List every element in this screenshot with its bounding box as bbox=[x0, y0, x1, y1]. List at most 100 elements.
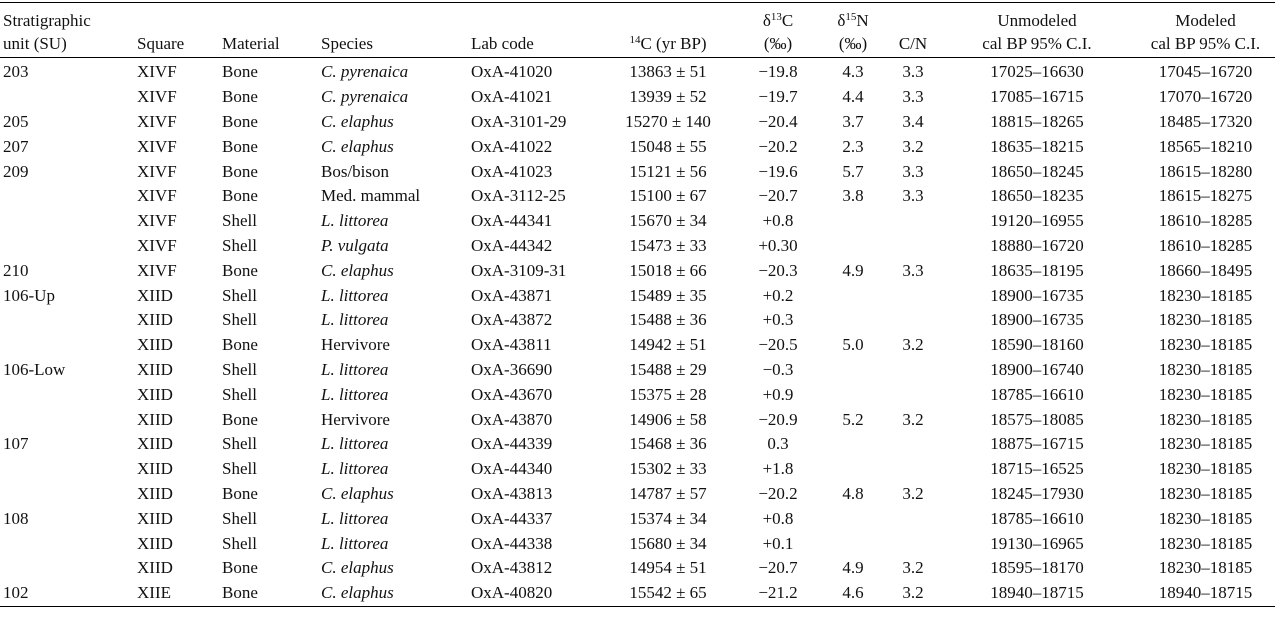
table-cell: Bone bbox=[222, 483, 258, 503]
column-header: Unmodeled cal BP 95% C.I. bbox=[938, 3, 1136, 58]
table-cell: OxA-43812 bbox=[471, 558, 553, 578]
table-cell: OxA-40820 bbox=[471, 583, 553, 603]
table-cell bbox=[818, 308, 888, 333]
table-cell: 5.7 bbox=[842, 161, 864, 181]
table-cell bbox=[0, 482, 134, 507]
table-cell: OxA-43872 bbox=[471, 310, 553, 330]
column-header: Lab code bbox=[468, 3, 598, 58]
table-cell: −20.5 bbox=[758, 335, 798, 355]
table-cell bbox=[0, 382, 134, 407]
table-cell: Bone bbox=[222, 409, 258, 429]
table-cell bbox=[818, 234, 888, 259]
table-row: XIID Bone C. elaphus OxA-43813 14787 ± 57 −20… bbox=[0, 482, 1275, 507]
table-cell: 14787 ± 57 bbox=[629, 483, 707, 503]
table-cell: 15302 ± 33 bbox=[629, 459, 707, 479]
table-cell bbox=[0, 85, 134, 110]
table-cell: +0.9 bbox=[762, 384, 794, 404]
table-cell: Bone bbox=[222, 136, 258, 156]
table-cell: 18815–18265 bbox=[990, 111, 1084, 131]
table-cell: OxA-41022 bbox=[471, 136, 553, 156]
table-cell: 18230–18185 bbox=[1158, 384, 1253, 404]
table-cell: Bone bbox=[222, 335, 258, 355]
table-cell: XIID bbox=[137, 335, 173, 355]
table-cell: 203 bbox=[3, 62, 29, 82]
table-cell: 209 bbox=[3, 161, 29, 181]
table-cell: 18230–18185 bbox=[1158, 558, 1253, 578]
table-cell: 18940–18715 bbox=[1158, 583, 1253, 603]
table-cell bbox=[888, 209, 938, 234]
table-cell: OxA-41021 bbox=[471, 87, 553, 107]
table-cell: 18230–18185 bbox=[1158, 483, 1253, 503]
table-cell: 14906 ± 58 bbox=[629, 409, 707, 429]
table-cell: OxA-3109-31 bbox=[471, 260, 567, 280]
table-cell: XIID bbox=[137, 409, 173, 429]
table-cell: 18940–18715 bbox=[990, 583, 1084, 603]
table-cell: C. pyrenaica bbox=[321, 87, 409, 107]
header-text: (‰) bbox=[838, 34, 868, 53]
table-cell: L. littorea bbox=[321, 533, 389, 553]
table-cell: OxA-36690 bbox=[471, 359, 553, 379]
table-row: 107 XIID Shell L. littorea OxA-44339 15468 ± … bbox=[0, 432, 1275, 457]
table-cell: −20.4 bbox=[758, 111, 798, 131]
table-cell: 18230–18185 bbox=[1158, 409, 1253, 429]
table-cell: 210 bbox=[3, 260, 29, 280]
table-cell: 15473 ± 33 bbox=[629, 235, 707, 255]
header-text: Stratigraphic bbox=[3, 11, 91, 30]
table-cell: 18635–18195 bbox=[990, 260, 1084, 280]
table-cell: OxA-41020 bbox=[471, 62, 553, 82]
table-cell: 107 bbox=[3, 434, 29, 454]
table-cell: XIID bbox=[137, 359, 173, 379]
table-cell: 18785–16610 bbox=[990, 508, 1084, 528]
table-cell: 3.3 bbox=[902, 260, 924, 280]
table-cell: OxA-43811 bbox=[471, 335, 552, 355]
table-cell: 18900–16735 bbox=[990, 285, 1084, 305]
table-cell: 2.3 bbox=[842, 136, 864, 156]
table-cell bbox=[0, 184, 134, 209]
table-cell: Shell bbox=[222, 359, 257, 379]
header-text: (‰) bbox=[763, 34, 793, 53]
table-cell: 14942 ± 51 bbox=[629, 335, 707, 355]
table-cell: 15048 ± 55 bbox=[629, 136, 707, 156]
table-cell: L. littorea bbox=[321, 508, 389, 528]
table-cell: 106-Low bbox=[3, 359, 66, 379]
table-cell bbox=[818, 358, 888, 383]
table-cell: 15670 ± 34 bbox=[629, 211, 707, 231]
table-cell: 3.4 bbox=[902, 111, 924, 131]
header-text: δ bbox=[762, 11, 771, 30]
column-header: Material bbox=[219, 3, 318, 58]
table-cell: 18230–18185 bbox=[1158, 508, 1253, 528]
table-row: 102 XIIE Bone C. elaphus OxA-40820 15542 ± 65… bbox=[0, 581, 1275, 606]
table-cell: 18595–18170 bbox=[990, 558, 1084, 578]
header-row: Stratigraphic unit (SU) Square Material Spec… bbox=[0, 3, 1275, 58]
table-cell: OxA-43870 bbox=[471, 409, 553, 429]
table-cell: Med. mammal bbox=[321, 186, 421, 206]
table-cell: 18565–18210 bbox=[1158, 136, 1253, 156]
table-cell bbox=[0, 333, 134, 358]
table-cell: 108 bbox=[3, 508, 29, 528]
table-header: Stratigraphic unit (SU) Square Material Spec… bbox=[0, 2, 1275, 58]
table-cell: −0.3 bbox=[762, 359, 794, 379]
header-text: C bbox=[781, 11, 794, 30]
table-cell: 15018 ± 66 bbox=[629, 260, 707, 280]
table-row: 106-Low XIID Shell L. littorea OxA-36690 1548… bbox=[0, 358, 1275, 383]
table-cell bbox=[888, 234, 938, 259]
table-cell: 18715–16525 bbox=[990, 459, 1084, 479]
table-cell: 15542 ± 65 bbox=[629, 583, 707, 603]
table-cell: OxA-3101-29 bbox=[471, 111, 567, 131]
table-cell bbox=[818, 506, 888, 531]
table-cell: Bone bbox=[222, 87, 258, 107]
table-cell: C. elaphus bbox=[321, 483, 394, 503]
table-row: XIID Bone Hervivore OxA-43811 14942 ± 51 −20.… bbox=[0, 333, 1275, 358]
table-cell: XIVF bbox=[137, 260, 177, 280]
table-cell: −20.9 bbox=[758, 409, 798, 429]
table-cell: 18660–18495 bbox=[1158, 260, 1253, 280]
table-cell: Shell bbox=[222, 310, 257, 330]
table-cell: 3.3 bbox=[902, 62, 924, 82]
table-cell: XIID bbox=[137, 384, 173, 404]
table-cell: 3.7 bbox=[842, 111, 864, 131]
table-cell: 3.2 bbox=[902, 136, 924, 156]
header-text: Species bbox=[321, 34, 373, 53]
table-cell: OxA-44341 bbox=[471, 211, 553, 231]
table-cell: 14954 ± 51 bbox=[629, 558, 707, 578]
